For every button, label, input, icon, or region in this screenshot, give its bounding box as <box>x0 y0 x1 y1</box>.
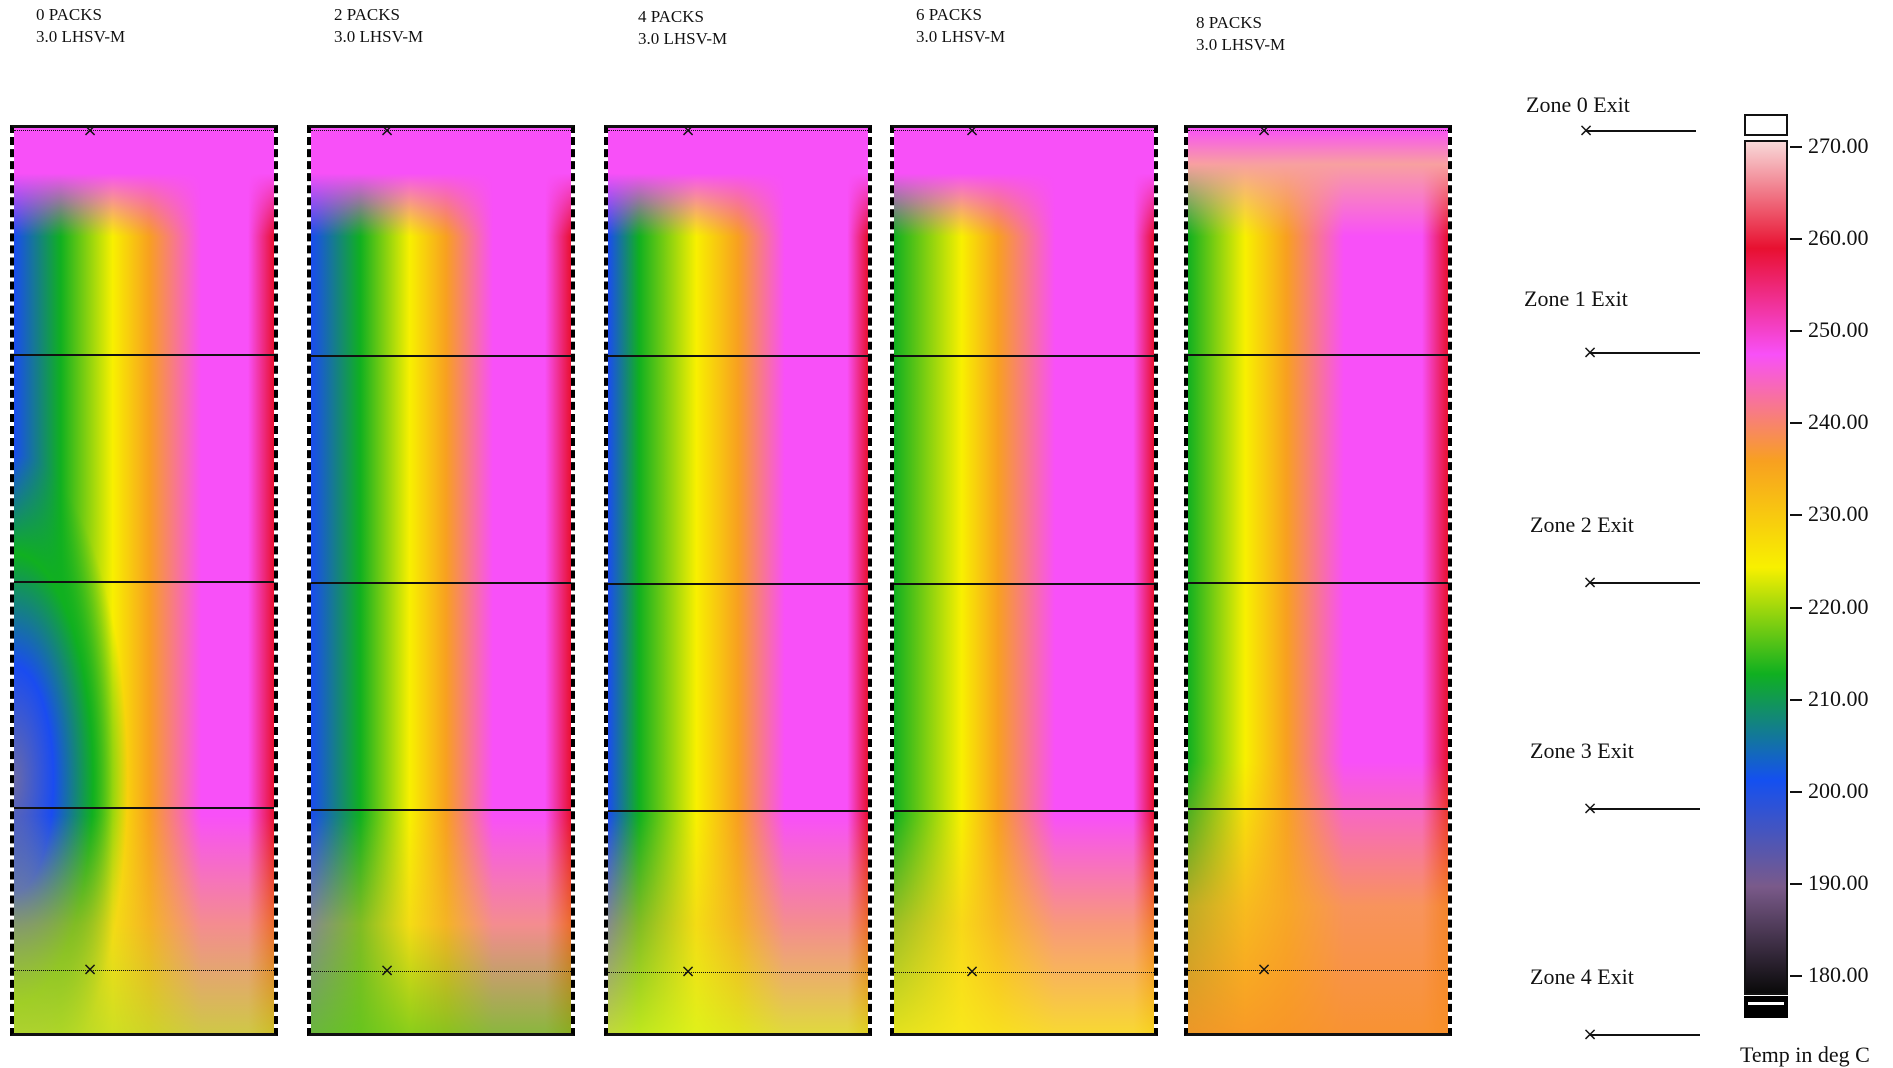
zone-indicator-2: × <box>1582 574 1700 592</box>
zone-0-exit-marker: × <box>964 125 980 141</box>
panel-title-0: 0 PACKS 3.0 LHSV-M <box>36 4 125 48</box>
heatmap-panel-1: × × <box>307 125 575 1036</box>
zone-4-exit-line <box>608 972 868 973</box>
zone-4-exit-marker: × <box>1256 959 1272 980</box>
zone-4-exit-line <box>894 972 1154 973</box>
heatmap-bottom-cap <box>608 128 868 1033</box>
panel-subtitle-text: 3.0 LHSV-M <box>36 27 126 46</box>
zone-1-boundary <box>14 354 274 356</box>
colorbar-tick <box>1790 146 1802 148</box>
zone-3-boundary <box>894 810 1154 812</box>
colorbar-tick-label: 260.00 <box>1808 225 1869 251</box>
zone-1-boundary <box>311 355 571 357</box>
colorbar-tick-label: 190.00 <box>1808 869 1869 895</box>
panel-title-text: 0 PACKS <box>36 5 102 24</box>
colorbar-bottom-cap <box>1744 996 1788 1018</box>
zone-0-exit-marker: × <box>82 125 98 141</box>
zone-2-boundary <box>608 583 868 585</box>
heatmap-panel-3: × × <box>890 125 1158 1036</box>
zone-0-exit-line <box>14 130 274 131</box>
zone-marker-icon: × <box>1582 342 1598 363</box>
zone-0-exit-marker: × <box>680 125 696 141</box>
zone-2-boundary <box>14 581 274 583</box>
colorbar-tick <box>1790 882 1802 885</box>
zone-4-exit-marker: × <box>680 961 696 982</box>
heatmap-bottom-cap <box>1188 128 1448 1033</box>
colorbar-tick-label: 180.00 <box>1808 962 1869 987</box>
zone-indicator-1: × <box>1582 344 1700 362</box>
heatmap-panel-0: × × <box>10 125 278 1036</box>
zone-indicator-4: × <box>1582 1026 1700 1044</box>
colorbar-tick <box>1790 422 1802 425</box>
panel-subtitle-text: 3.0 LHSV-M <box>1196 35 1286 54</box>
zone-4-exit-line <box>14 970 274 971</box>
panel-subtitle-text: 3.0 LHSV-M <box>334 27 424 46</box>
zone-1-boundary <box>1188 354 1448 356</box>
panel-title-1: 2 PACKS 3.0 LHSV-M <box>334 4 423 48</box>
zone-4-exit-marker: × <box>964 961 980 982</box>
zone-label-2: Zone 2 Exit <box>1530 512 1634 537</box>
heatmap-bottom-cap <box>14 128 274 1033</box>
zone-label-4: Zone 4 Exit <box>1530 964 1634 989</box>
zone-3-boundary <box>608 810 868 812</box>
zone-2-boundary <box>1188 582 1448 584</box>
zone-indicator-0: × <box>1578 122 1696 140</box>
heatmap-bottom-cap <box>894 128 1154 1033</box>
panel-title-2: 4 PACKS 3.0 LHSV-M <box>638 6 727 50</box>
colorbar-tick-label: 270.00 <box>1808 133 1869 158</box>
panel-title-4: 8 PACKS 3.0 LHSV-M <box>1196 12 1285 56</box>
colorbar-tick <box>1790 606 1802 609</box>
zone-0-exit-line <box>894 130 1154 131</box>
panel-subtitle-text: 3.0 LHSV-M <box>916 27 1006 46</box>
zone-0-exit-line <box>311 130 571 131</box>
colorbar-tick <box>1790 238 1802 241</box>
colorbar-tick-label: 250.00 <box>1808 317 1869 343</box>
zone-marker-icon: × <box>1582 798 1598 819</box>
panel-title-text: 8 PACKS <box>1196 13 1262 32</box>
zone-indicator-3: × <box>1582 800 1700 818</box>
zone-0-exit-marker: × <box>379 125 395 141</box>
panel-title-text: 2 PACKS <box>334 5 400 24</box>
heatmap-panel-4: × × <box>1184 125 1452 1036</box>
heatmap-panel-2: × × <box>604 125 872 1036</box>
zone-2-boundary <box>311 582 571 584</box>
zone-0-exit-line <box>608 130 868 131</box>
colorbar-tick-label: 230.00 <box>1808 501 1869 527</box>
zone-4-exit-line <box>311 971 571 972</box>
colorbar-tick <box>1790 330 1802 333</box>
colorbar-top-cap <box>1744 114 1788 136</box>
colorbar-tick-label: 200.00 <box>1808 777 1869 803</box>
zone-3-boundary <box>1188 808 1448 810</box>
colorbar-tick <box>1790 790 1802 793</box>
colorbar <box>1744 140 1788 995</box>
zone-3-boundary <box>311 809 571 811</box>
colorbar-tick-label: 220.00 <box>1808 593 1869 619</box>
colorbar-tick-label: 240.00 <box>1808 409 1869 435</box>
zone-marker-icon: × <box>1582 572 1598 593</box>
colorbar-tick <box>1790 698 1802 701</box>
zone-label-0: Zone 0 Exit <box>1526 92 1630 117</box>
zone-label-3: Zone 3 Exit <box>1530 738 1634 763</box>
panel-title-text: 6 PACKS <box>916 5 982 24</box>
colorbar-label: Temp in deg C <box>1740 1042 1870 1067</box>
panel-title-text: 4 PACKS <box>638 7 704 26</box>
zone-label-1: Zone 1 Exit <box>1524 286 1628 311</box>
heatmap-bottom-cap <box>311 128 571 1033</box>
colorbar-tick <box>1790 975 1802 977</box>
zone-1-boundary <box>608 355 868 357</box>
zone-0-exit-line <box>1188 130 1448 131</box>
zone-3-boundary <box>14 807 274 809</box>
colorbar-tick <box>1790 514 1802 517</box>
zone-0-exit-marker: × <box>1256 125 1272 141</box>
zone-2-boundary <box>894 583 1154 585</box>
zone-4-exit-marker: × <box>82 959 98 980</box>
zone-marker-icon: × <box>1582 1024 1598 1045</box>
panel-title-3: 6 PACKS 3.0 LHSV-M <box>916 4 1005 48</box>
zone-marker-icon: × <box>1578 120 1594 141</box>
panel-subtitle-text: 3.0 LHSV-M <box>638 29 728 48</box>
zone-4-exit-marker: × <box>379 960 395 981</box>
zone-1-boundary <box>894 355 1154 357</box>
zone-4-exit-line <box>1188 970 1448 971</box>
colorbar-tick-label: 210.00 <box>1808 685 1869 711</box>
